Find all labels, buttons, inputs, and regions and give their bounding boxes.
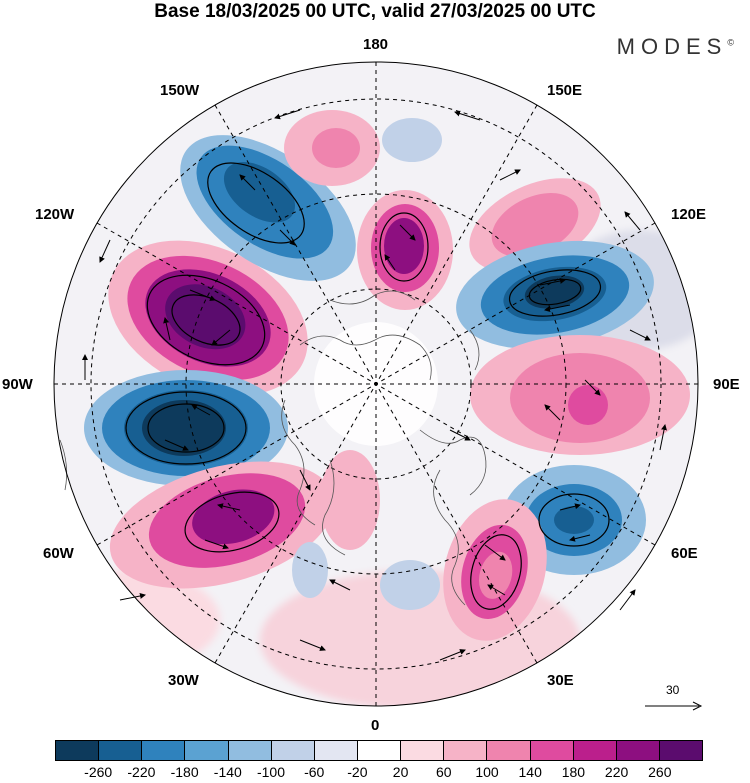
graticule — [54, 62, 698, 706]
colorbar — [55, 740, 703, 761]
colorbar-swatch — [356, 741, 401, 760]
colorbar-tick-label: -260 — [84, 764, 113, 780]
colorbar-tick-label: -60 — [304, 764, 325, 780]
colorbar-tick-label: 260 — [648, 764, 672, 780]
colorbar-swatch — [658, 741, 703, 760]
lon-label-120e: 120E — [671, 206, 707, 223]
colorbar-tick-label: -20 — [347, 764, 368, 780]
lon-label-0: 0 — [371, 717, 380, 734]
wind-vectors — [82, 109, 667, 661]
colorbar-swatch — [270, 741, 314, 760]
map-boundary — [53, 61, 699, 707]
colorbar-swatch — [56, 741, 99, 760]
positive-anomaly-120w — [108, 240, 308, 396]
colorbar-tick-label: -100 — [256, 764, 286, 780]
reference-vector-arrow — [645, 701, 703, 711]
colorbar-swatch — [98, 741, 142, 760]
colorbar-ticks: -260 -220 -180 -140 -100 -60 -20 20 60 100 140 180 2… — [0, 764, 750, 782]
colorbar-swatch — [443, 741, 487, 760]
colorbar-tick-label: 100 — [475, 764, 499, 780]
colorbar-swatch — [313, 741, 357, 760]
colorbar-swatch — [400, 741, 444, 760]
colorbar-tick-label: -140 — [213, 764, 242, 780]
reference-vector-label: 30 — [666, 683, 680, 697]
positive-anomaly-90e — [470, 335, 690, 455]
lon-label-90e: 90E — [713, 376, 740, 393]
colorbar-swatch — [615, 741, 659, 760]
lon-label-120w: 120W — [35, 206, 75, 223]
lon-label-150e: 150E — [547, 82, 583, 99]
positive-anomaly-0 — [320, 450, 380, 550]
negative-anomaly-0 — [380, 560, 440, 610]
positive-anomaly-180 — [284, 110, 453, 310]
lon-label-30w: 30W — [168, 672, 199, 689]
lon-label-30e: 30E — [547, 672, 574, 689]
colorbar-tick-label: 220 — [604, 764, 629, 780]
colorbar-tick-label: 180 — [561, 764, 586, 780]
colorbar-tick-label: 20 — [392, 764, 409, 780]
colorbar-tick-label: -220 — [127, 764, 156, 780]
colorbar-tick-label: -180 — [170, 764, 199, 780]
map-title: Base 18/03/2025 00 UTC, valid 27/03/2025… — [154, 1, 596, 22]
lon-label-180: 180 — [363, 36, 389, 53]
colorbar-swatch — [227, 741, 271, 760]
lon-label-90w: 90W — [2, 376, 33, 393]
negative-anomaly-150e — [382, 118, 442, 162]
lon-label-60w: 60W — [43, 545, 74, 562]
contour-lines — [125, 162, 610, 610]
colorbar-swatch — [572, 741, 616, 760]
brand-name: MODES — [616, 34, 728, 59]
brand-logo: MODES© — [617, 34, 734, 60]
colorbar-tick-label: 60 — [436, 764, 452, 780]
colorbar-swatch — [486, 741, 530, 760]
colorbar-tick-label: 140 — [518, 764, 542, 780]
colorbar-swatch — [184, 741, 228, 760]
colorbar-swatch — [529, 741, 573, 760]
coastlines — [59, 290, 487, 606]
polar-map — [53, 61, 699, 707]
negative-anomaly-90w — [84, 370, 288, 486]
lon-label-60e: 60E — [671, 545, 698, 562]
brand-mark: © — [727, 37, 734, 48]
anomaly-field — [54, 62, 698, 706]
colorbar-swatch — [141, 741, 185, 760]
lon-label-150w: 150W — [160, 82, 200, 99]
